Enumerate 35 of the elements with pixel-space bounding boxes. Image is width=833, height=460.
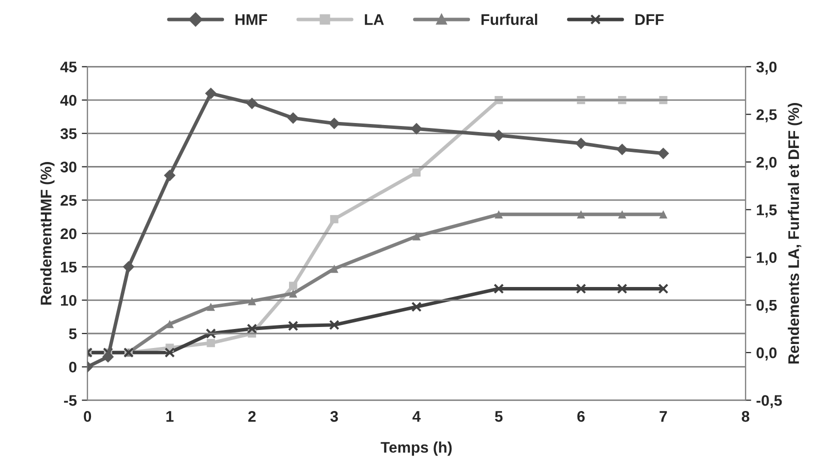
x-tick-label: 6	[577, 411, 585, 422]
y-tick-label: 20	[60, 228, 76, 240]
x-tick-label: 1	[166, 411, 174, 422]
y2-tick-label: 1,5	[756, 204, 777, 218]
legend-label: HMF	[236, 14, 268, 25]
y-tick-label: 0	[69, 362, 76, 373]
legend-label: LA	[364, 14, 384, 25]
legend-label: DFF	[635, 14, 664, 25]
y2-tick-label: 0,0	[756, 347, 777, 360]
y2-tick-label: 3,0	[756, 62, 777, 75]
y-tick-label: 15	[61, 262, 77, 272]
y-tick-label: 45	[60, 62, 77, 72]
y2-axis-title: Rendements LA, Furfural et DFF (%)	[788, 103, 802, 364]
x-axis-title: Temps (h)	[380, 442, 452, 456]
x-tick-label: 8	[742, 411, 750, 422]
y-axis-title: RendementHMF (%)	[40, 162, 54, 305]
x-tick-label: 5	[494, 411, 503, 422]
y2-tick-label: -0,5	[756, 395, 782, 408]
y2-tick-label: 1,0	[756, 252, 777, 266]
x-tick-label: 3	[330, 411, 338, 422]
x-tick-label: 0	[84, 411, 92, 422]
y-tick-label: 25	[60, 194, 77, 206]
y2-tick-label: 0,5	[756, 300, 777, 313]
y2-tick-label: 2,5	[756, 109, 777, 122]
x-tick-label: 2	[248, 411, 256, 422]
y-tick-label: 30	[60, 162, 76, 172]
y-tick-label: 40	[60, 94, 76, 106]
legend-label: Furfural	[482, 14, 538, 25]
x-tick-label: 7	[660, 411, 667, 422]
y-tick-label: 5	[69, 328, 77, 340]
y-tick-label: 35	[60, 128, 77, 140]
y-tick-label: 10	[61, 295, 76, 306]
y2-tick-label: 2,0	[756, 156, 777, 170]
y-tick-label: -5	[64, 395, 77, 406]
x-tick-label: 4	[412, 411, 421, 422]
